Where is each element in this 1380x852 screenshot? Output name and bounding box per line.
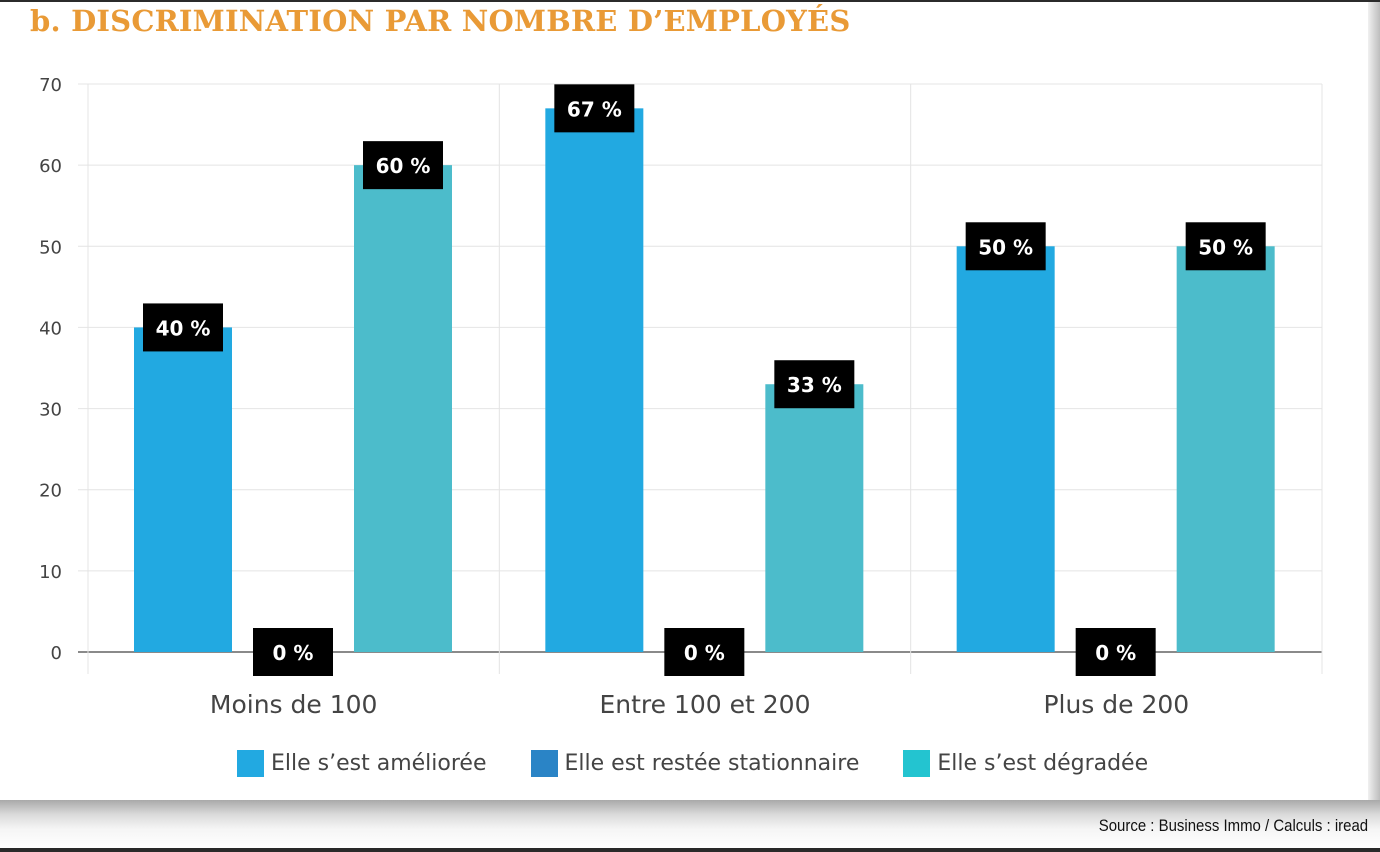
y-tick-label-20: 20 <box>39 481 62 502</box>
legend-item-degradee: Elle s’est dégradée <box>903 750 1148 777</box>
x-category-label-1: Moins de 100 <box>210 690 378 719</box>
legend-label-degradee: Elle s’est dégradée <box>937 751 1149 776</box>
data-label-3-1: 60 % <box>376 154 431 178</box>
data-label-box-2-1 <box>253 628 333 676</box>
y-tick-label-10: 10 <box>39 562 62 583</box>
data-label-box-1-3 <box>965 222 1046 271</box>
page-edge-shadow <box>1368 0 1380 800</box>
bar-chart: 0 10 20 30 40 50 60 70 40 % 0 % 60 % Moins de 100 67… <box>39 75 1323 719</box>
data-label-box-3-1 <box>363 141 443 190</box>
legend-label-amelioree: Elle s’est améliorée <box>271 751 487 776</box>
data-label-2-3: 0 % <box>1095 641 1136 665</box>
bar-1-3 <box>956 246 1055 653</box>
data-label-1-2: 67 % <box>567 97 622 121</box>
legend-item-amelioree: Elle s’est améliorée <box>237 750 487 777</box>
data-label-box-3-3 <box>1185 222 1266 271</box>
data-label-box-1-1 <box>143 303 223 352</box>
data-label-2-1: 0 % <box>273 641 314 665</box>
page-bottom-shadow <box>0 800 1380 848</box>
data-label-3-3: 50 % <box>1198 235 1253 259</box>
y-tick-label-30: 30 <box>39 400 62 421</box>
bar-3-2 <box>765 384 864 652</box>
data-label-box-1-2 <box>554 84 635 133</box>
chart-legend: Elle s’est améliorée Elle est restée sta… <box>237 750 1148 777</box>
y-tick-label-0: 0 <box>51 643 62 664</box>
legend-swatch-amelioree <box>237 750 264 777</box>
data-label-box-2-3 <box>1075 628 1156 676</box>
bar-1-2 <box>545 108 644 653</box>
data-label-box-2-2 <box>664 628 745 676</box>
legend-swatch-stationnaire <box>530 750 558 777</box>
y-tick-label-40: 40 <box>39 318 62 339</box>
x-category-label-2: Entre 100 et 200 <box>599 690 810 719</box>
chart-title: b. DISCRIMINATION PAR NOMBRE D’EMPLOYÉS <box>30 4 851 38</box>
legend-item-stationnaire: Elle est restée stationnaire <box>530 750 860 777</box>
data-label-box-3-2 <box>774 360 855 409</box>
bottom-rule <box>0 848 1380 852</box>
legend-swatch-degradee <box>903 750 931 777</box>
legend-label-stationnaire: Elle est restée stationnaire <box>564 751 860 776</box>
data-label-1-3: 50 % <box>978 235 1033 259</box>
bar-3-1 <box>354 165 452 652</box>
data-label-3-2: 33 % <box>787 373 842 397</box>
y-tick-label-50: 50 <box>39 237 62 258</box>
x-category-label-3: Plus de 200 <box>1043 690 1189 719</box>
data-label-1-1: 40 % <box>156 316 211 340</box>
y-tick-label-70: 70 <box>39 75 62 96</box>
bar-1-1 <box>134 327 232 652</box>
source-note: Source : Business Immo / Calculs : iread <box>1098 816 1368 835</box>
bar-3-3 <box>1176 246 1275 653</box>
data-label-2-2: 0 % <box>684 641 725 665</box>
top-rule <box>0 0 1380 2</box>
y-tick-label-60: 60 <box>39 156 62 177</box>
